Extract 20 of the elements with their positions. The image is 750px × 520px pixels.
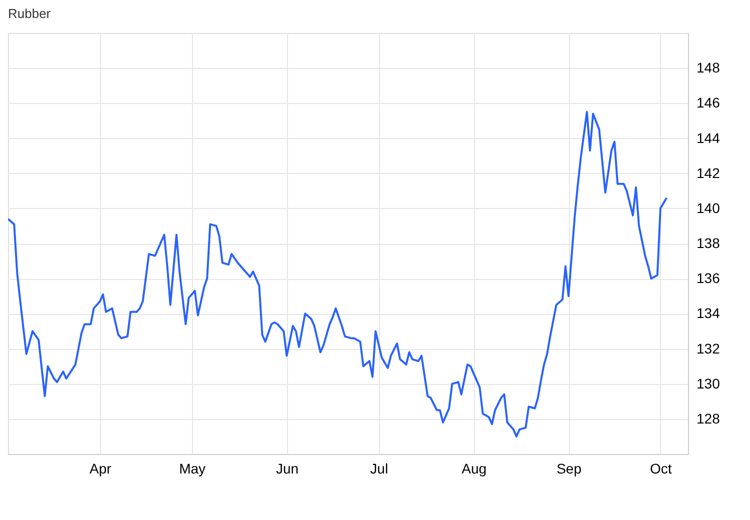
x-tick-label: Oct — [650, 460, 672, 476]
x-tick-label: Sep — [556, 460, 582, 476]
y-tick-label: 146 — [696, 94, 720, 111]
y-tick-label: 138 — [696, 235, 720, 251]
y-tick-label: 144 — [696, 130, 720, 146]
y-tick-label: 128 — [696, 410, 720, 426]
x-tick-label: May — [179, 460, 206, 476]
y-tick-label: 140 — [696, 200, 720, 216]
y-tick-label: 132 — [696, 340, 720, 356]
x-tick-label: Jun — [276, 460, 299, 476]
chart-title: Rubber — [8, 6, 52, 21]
y-tick-label: 136 — [696, 270, 720, 286]
line-series — [8, 110, 668, 438]
y-tick-label: 134 — [696, 305, 720, 322]
x-tick-label: Jul — [370, 460, 388, 476]
x-tick-label: Apr — [89, 460, 112, 476]
y-tick-label: 130 — [696, 375, 720, 392]
y-tick-label: 148 — [696, 60, 720, 76]
x-tick-label: Aug — [462, 460, 487, 476]
y-tick-label: 142 — [696, 164, 720, 181]
